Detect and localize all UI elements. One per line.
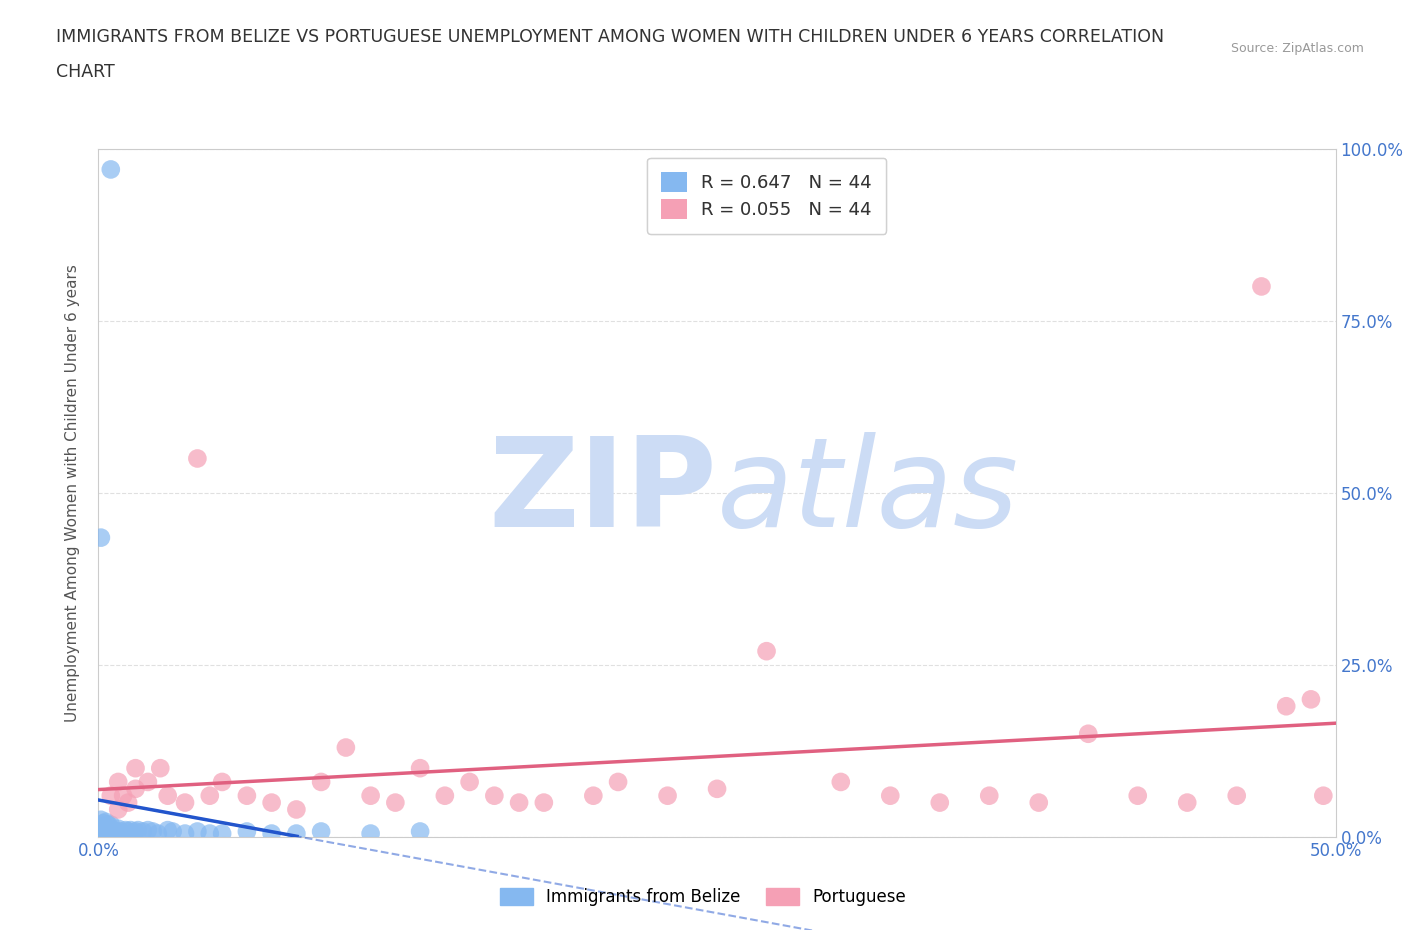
Point xyxy=(117,824,139,839)
Point xyxy=(90,819,112,834)
Point xyxy=(706,781,728,796)
Point xyxy=(309,775,332,790)
Point xyxy=(90,530,112,545)
Point xyxy=(107,802,129,817)
Point xyxy=(384,795,406,810)
Point xyxy=(433,789,456,804)
Text: ZIP: ZIP xyxy=(488,432,717,553)
Point xyxy=(146,826,169,841)
Text: Source: ZipAtlas.com: Source: ZipAtlas.com xyxy=(1230,42,1364,55)
Point xyxy=(198,789,221,804)
Point xyxy=(124,781,146,796)
Point xyxy=(114,823,136,838)
Point xyxy=(100,789,122,804)
Point xyxy=(1126,789,1149,804)
Point xyxy=(484,789,506,804)
Point xyxy=(122,826,145,841)
Point xyxy=(409,824,432,839)
Point xyxy=(1175,795,1198,810)
Point xyxy=(582,789,605,804)
Point xyxy=(93,824,115,839)
Point xyxy=(260,795,283,810)
Point xyxy=(360,826,382,841)
Point xyxy=(107,821,129,836)
Point xyxy=(174,826,197,841)
Point xyxy=(94,821,117,836)
Point xyxy=(112,789,135,804)
Point xyxy=(928,795,950,810)
Point xyxy=(409,761,432,776)
Point xyxy=(458,775,481,790)
Point xyxy=(657,789,679,804)
Y-axis label: Unemployment Among Women with Children Under 6 years: Unemployment Among Women with Children U… xyxy=(65,264,80,722)
Point xyxy=(93,826,115,841)
Point xyxy=(132,824,155,839)
Point xyxy=(260,826,283,841)
Point xyxy=(156,789,179,804)
Point xyxy=(198,826,221,841)
Point xyxy=(533,795,555,810)
Point xyxy=(100,162,122,177)
Point xyxy=(124,824,146,839)
Point xyxy=(90,828,112,843)
Point xyxy=(979,789,1001,804)
Point xyxy=(335,740,357,755)
Point xyxy=(186,824,208,839)
Point xyxy=(236,789,259,804)
Point xyxy=(1275,698,1298,713)
Point xyxy=(89,829,111,844)
Point xyxy=(107,775,129,790)
Point xyxy=(120,823,142,838)
Point xyxy=(149,761,172,776)
Point xyxy=(124,761,146,776)
Point xyxy=(830,775,852,790)
Point xyxy=(136,775,159,790)
Point xyxy=(100,817,122,832)
Point xyxy=(211,826,233,841)
Point xyxy=(285,826,308,841)
Point xyxy=(174,795,197,810)
Point xyxy=(508,795,530,810)
Legend: R = 0.647   N = 44, R = 0.055   N = 44: R = 0.647 N = 44, R = 0.055 N = 44 xyxy=(647,158,886,233)
Point xyxy=(879,789,901,804)
Point xyxy=(97,824,120,839)
Point xyxy=(1250,279,1272,294)
Point xyxy=(285,802,308,817)
Point xyxy=(112,826,135,841)
Point xyxy=(1299,692,1322,707)
Point xyxy=(156,823,179,838)
Point xyxy=(1077,726,1099,741)
Point xyxy=(90,823,112,838)
Point xyxy=(1028,795,1050,810)
Point xyxy=(211,775,233,790)
Point xyxy=(360,789,382,804)
Text: atlas: atlas xyxy=(717,432,1019,553)
Point xyxy=(103,823,125,838)
Point xyxy=(110,824,132,839)
Text: IMMIGRANTS FROM BELIZE VS PORTUGUESE UNEMPLOYMENT AMONG WOMEN WITH CHILDREN UNDE: IMMIGRANTS FROM BELIZE VS PORTUGUESE UNE… xyxy=(56,28,1164,46)
Point xyxy=(607,775,630,790)
Point xyxy=(90,813,112,828)
Point xyxy=(162,824,184,839)
Point xyxy=(93,816,115,830)
Point xyxy=(1226,789,1249,804)
Point xyxy=(142,824,165,839)
Point xyxy=(100,826,122,841)
Point xyxy=(97,817,120,832)
Point xyxy=(186,451,208,466)
Point xyxy=(309,824,332,839)
Point xyxy=(127,823,149,838)
Point xyxy=(94,815,117,830)
Point xyxy=(94,826,117,841)
Point xyxy=(236,824,259,839)
Point xyxy=(1312,789,1334,804)
Legend: Immigrants from Belize, Portuguese: Immigrants from Belize, Portuguese xyxy=(494,881,912,912)
Point xyxy=(755,644,778,658)
Point xyxy=(93,821,115,836)
Point xyxy=(104,824,127,839)
Text: CHART: CHART xyxy=(56,63,115,81)
Point xyxy=(136,823,159,838)
Point xyxy=(117,795,139,810)
Point xyxy=(90,826,112,841)
